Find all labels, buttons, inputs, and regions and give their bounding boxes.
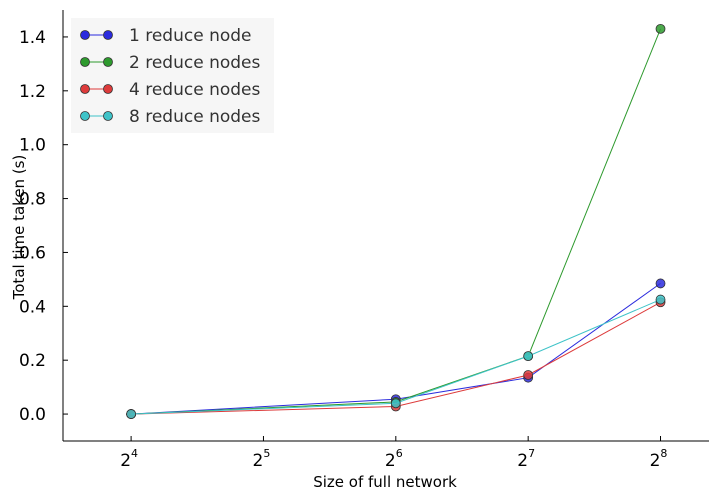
series-line <box>131 299 661 415</box>
series-group <box>126 23 666 419</box>
data-point <box>523 351 534 362</box>
x-tick-label: 25 <box>253 447 271 471</box>
data-point <box>523 370 534 380</box>
legend-item: 1 reduce node <box>80 26 252 46</box>
series-4 <box>126 294 666 419</box>
legend-label: 4 reduce nodes <box>129 80 260 100</box>
data-point <box>655 294 666 305</box>
legend-marker <box>103 57 113 67</box>
y-tick-label: 0.4 <box>19 297 46 317</box>
data-point <box>655 278 666 289</box>
y-tick-label: 0.2 <box>19 351 46 371</box>
x-tick-label: 26 <box>385 447 403 471</box>
y-axis-label: Total time taken (s) <box>10 155 28 301</box>
axes: 0.0 0.2 0.4 0.6 0.8 1.0 1.2 1.4 24 25 26 27 28 <box>19 10 709 471</box>
data-point <box>390 398 401 409</box>
series-line <box>131 282 661 415</box>
y-tick-label: 0.6 <box>19 243 46 263</box>
y-tick-label: 0.8 <box>19 190 46 210</box>
series-line <box>131 301 661 415</box>
legend-marker <box>80 111 90 121</box>
x-axis-label: Size of full network <box>313 473 457 491</box>
legend-item: 2 reduce nodes <box>80 53 260 73</box>
y-tick-label: 1.4 <box>19 28 46 48</box>
legend-item: 8 reduce nodes <box>80 107 260 127</box>
x-tick-label: 24 <box>120 447 138 471</box>
legend-label: 8 reduce nodes <box>129 107 260 127</box>
data-point <box>655 23 666 34</box>
series-line <box>131 28 661 415</box>
y-tick-label: 1.0 <box>19 136 46 156</box>
legend-item: 4 reduce nodes <box>80 80 260 100</box>
y-tick-label: 1.2 <box>19 82 46 102</box>
data-point <box>126 409 137 419</box>
legend-marker <box>103 84 113 94</box>
legend-label: 1 reduce node <box>129 26 252 46</box>
x-tick-label: 27 <box>517 447 535 471</box>
legend-label: 2 reduce nodes <box>129 53 260 73</box>
legend-marker <box>103 30 113 40</box>
y-tick-label: 0.0 <box>19 405 46 425</box>
legend-marker <box>103 111 113 121</box>
legend-marker <box>80 57 90 67</box>
legend: 1 reduce node 2 reduce nodes 4 reduce node… <box>71 18 274 133</box>
legend-marker <box>80 84 90 94</box>
legend-marker <box>80 30 90 40</box>
x-tick-label: 28 <box>650 447 668 471</box>
